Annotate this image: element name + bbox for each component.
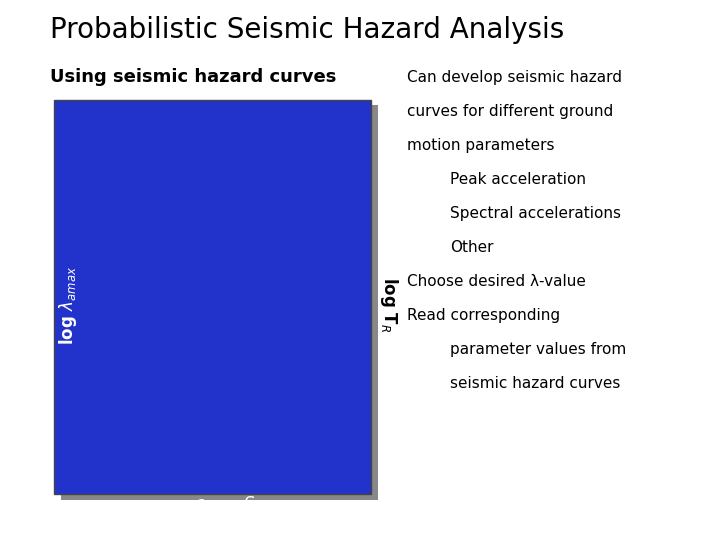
Text: Spectral accelerations: Spectral accelerations bbox=[450, 206, 621, 221]
Text: curves for different ground: curves for different ground bbox=[407, 104, 613, 119]
Text: parameter values from: parameter values from bbox=[450, 342, 626, 357]
Text: Can develop seismic hazard: Can develop seismic hazard bbox=[407, 70, 622, 85]
Text: seismic hazard curves: seismic hazard curves bbox=[450, 376, 621, 392]
Text: Choose desired λ-value: Choose desired λ-value bbox=[407, 274, 585, 289]
Text: Probabilistic Seismic Hazard Analysis: Probabilistic Seismic Hazard Analysis bbox=[50, 16, 564, 44]
Text: log T$_R$: log T$_R$ bbox=[378, 278, 400, 333]
Text: Peak acceleration: Peak acceleration bbox=[450, 172, 586, 187]
Text: log $\lambda_{amax}$: log $\lambda_{amax}$ bbox=[58, 266, 79, 345]
Text: Read corresponding: Read corresponding bbox=[407, 308, 560, 323]
Text: Other: Other bbox=[450, 240, 493, 255]
Text: $a_{max}$, $S_a$: $a_{max}$, $S_a$ bbox=[195, 494, 263, 514]
Text: Using seismic hazard curves: Using seismic hazard curves bbox=[50, 68, 337, 85]
Text: motion parameters: motion parameters bbox=[407, 138, 554, 153]
